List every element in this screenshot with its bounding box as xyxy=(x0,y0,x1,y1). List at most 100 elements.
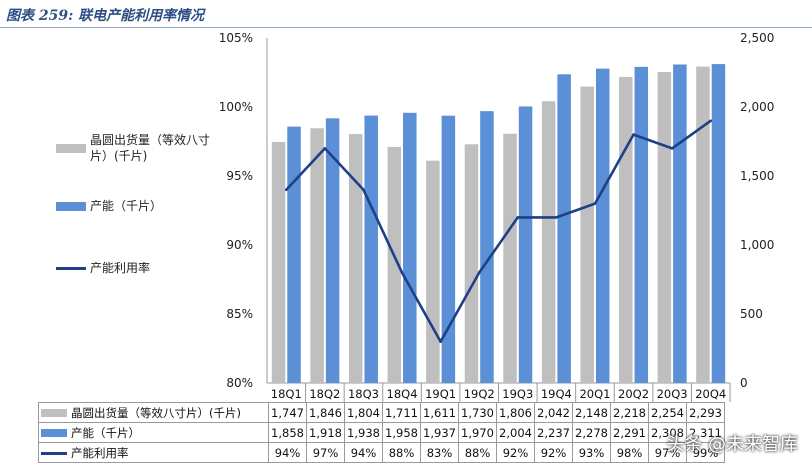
cell-shipments: 1,804 xyxy=(344,402,383,423)
cell-utilization: 92% xyxy=(534,442,573,463)
utilization-point xyxy=(477,271,481,274)
utilization-point xyxy=(439,340,442,343)
left-tick-label: 105% xyxy=(219,31,253,45)
cell-capacity: 1,918 xyxy=(306,422,345,443)
legend-capacity-label: 产能（千片） xyxy=(90,199,163,213)
capacity-bar xyxy=(711,64,726,383)
cell-utilization: 88% xyxy=(458,442,497,463)
cell-utilization: 97% xyxy=(648,442,687,463)
category-label: 19Q3 xyxy=(502,387,533,401)
row-label-capacity: 产能（千片） xyxy=(38,422,269,443)
right-tick-label: 0 xyxy=(740,376,748,390)
left-tick-label: 90% xyxy=(226,238,253,252)
legend-shipments-label: 晶圆出货量（等效八寸片）(千片) xyxy=(90,133,211,163)
utilization-point xyxy=(709,119,713,123)
capacity-bar xyxy=(557,74,571,383)
left-tick-label: 100% xyxy=(219,100,253,114)
legend-item-shipments: 晶圆出货量（等效八寸片）(千片) xyxy=(56,132,225,164)
cell-shipments: 1,806 xyxy=(496,402,535,423)
cell-utilization: 93% xyxy=(572,442,611,463)
category-label: 20Q1 xyxy=(579,387,610,401)
cell-shipments: 2,254 xyxy=(648,402,687,423)
utilization-point xyxy=(555,216,558,219)
right-tick-label: 500 xyxy=(740,307,763,321)
category-label: 19Q2 xyxy=(464,387,495,401)
cell-shipments: 1,611 xyxy=(420,402,459,423)
cell-capacity: 2,237 xyxy=(534,422,573,443)
cell-utilization: 88% xyxy=(382,442,421,463)
shipments-bar xyxy=(657,71,672,383)
shipments-bar xyxy=(387,146,402,383)
capacity-swatch xyxy=(56,202,86,211)
cell-capacity: 2,291 xyxy=(610,422,649,443)
shipments-bar xyxy=(348,134,363,383)
legend-item-capacity: 产能（千片） xyxy=(56,197,162,214)
table-row-capacity: 产能（千片） 1,858 1,918 1,938 1,958 1,937 1,9… xyxy=(38,422,725,443)
watermark: 头条 @未来智库 xyxy=(666,434,798,455)
cell-shipments: 2,042 xyxy=(534,402,573,423)
row-label-shipments-text: 晶圆出货量（等效八寸片）(千片) xyxy=(71,405,241,420)
utilization-point xyxy=(362,188,365,192)
legend-item-utilization: 产能利用率 xyxy=(56,259,150,276)
cell-capacity: 1,937 xyxy=(420,422,459,443)
utilization-point xyxy=(632,133,635,136)
left-tick-label: 85% xyxy=(226,307,253,321)
shipments-bar xyxy=(271,141,286,383)
capacity-bar xyxy=(441,115,456,383)
row-label-utilization-text: 产能利用率 xyxy=(71,445,129,460)
row-label-capacity-text: 产能（千片） xyxy=(71,425,140,440)
data-table: 晶圆出货量（等效八寸片）(千片) 1,747 1,846 1,804 1,711… xyxy=(38,402,725,463)
shipments-bar xyxy=(541,101,556,383)
shipments-swatch xyxy=(56,143,86,153)
shipments-bar xyxy=(580,86,594,384)
cell-utilization: 94% xyxy=(344,442,383,463)
category-label: 20Q4 xyxy=(695,387,726,401)
cell-capacity: 2,278 xyxy=(572,422,611,443)
cell-shipments: 1,846 xyxy=(306,402,345,423)
right-tick-label: 1,500 xyxy=(740,169,774,183)
cell-utilization: 99% xyxy=(686,442,725,463)
chart-title: 图表 259: 联电产能利用率情况 xyxy=(6,8,205,24)
capacity-bar xyxy=(518,106,533,383)
capacity-bar xyxy=(325,118,340,383)
cell-utilization: 83% xyxy=(420,442,459,463)
utilization-point xyxy=(593,202,597,205)
shipments-bar xyxy=(310,128,324,383)
title-divider xyxy=(0,27,812,28)
utilization-row-swatch xyxy=(41,451,67,455)
capacity-bar xyxy=(673,64,687,383)
shipments-bar xyxy=(696,66,710,383)
cell-utilization: 98% xyxy=(610,442,649,463)
shipments-bar xyxy=(503,133,517,383)
category-label: 19Q1 xyxy=(425,387,456,401)
cell-shipments: 1,747 xyxy=(268,402,307,423)
row-label-shipments: 晶圆出货量（等效八寸片）(千片) xyxy=(38,402,269,423)
cell-shipments: 2,218 xyxy=(610,402,649,423)
utilization-point xyxy=(670,147,674,150)
cell-shipments: 1,711 xyxy=(382,402,421,423)
capacity-bar xyxy=(480,111,494,383)
cell-capacity: 1,938 xyxy=(344,422,383,443)
cell-utilization: 94% xyxy=(268,442,307,463)
cell-capacity: 2,308 xyxy=(648,422,687,443)
cell-shipments: 1,730 xyxy=(458,402,497,423)
category-label: 18Q4 xyxy=(387,387,418,401)
category-label: 20Q3 xyxy=(657,387,688,401)
cell-capacity: 1,858 xyxy=(268,422,307,443)
table-row-shipments: 晶圆出货量（等效八寸片）(千片) 1,747 1,846 1,804 1,711… xyxy=(38,402,725,423)
right-tick-label: 2,000 xyxy=(740,100,774,114)
utilization-point xyxy=(323,147,327,150)
cell-utilization: 97% xyxy=(306,442,345,463)
right-tick-label: 2,500 xyxy=(740,31,774,45)
capacity-bar xyxy=(287,126,301,383)
table-row-utilization: 产能利用率 94% 97% 94% 88% 83% 88% 92% 92% 93… xyxy=(38,442,725,463)
cell-shipments: 2,293 xyxy=(686,402,725,423)
utilization-point xyxy=(284,188,288,192)
shipments-bar xyxy=(464,144,479,383)
right-tick-label: 1,000 xyxy=(740,238,774,252)
utilization-point xyxy=(516,216,520,219)
row-label-utilization: 产能利用率 xyxy=(38,442,269,463)
left-tick-label: 95% xyxy=(226,169,253,183)
category-label: 20Q2 xyxy=(618,387,649,401)
